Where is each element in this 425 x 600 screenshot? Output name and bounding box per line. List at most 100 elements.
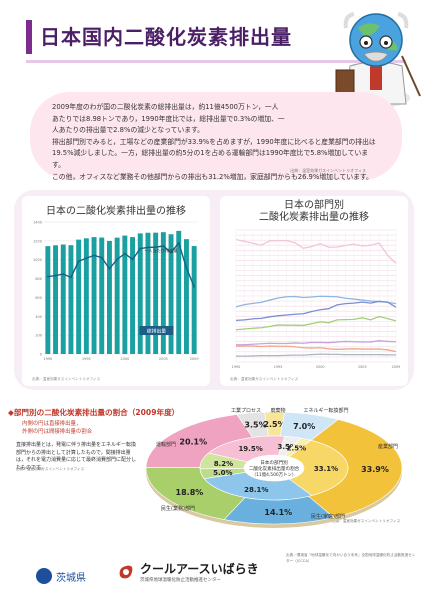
inner-slice-label: 28.1% — [244, 486, 268, 494]
pie-description: 直接排出量とは，発電に伴う排出量をエネルギー転換部門からの排出として計算したもの… — [16, 442, 137, 471]
intro-line-3: 人あたりの排出量で2.8%の減少となっています。 — [52, 126, 204, 135]
bar — [153, 232, 159, 354]
per-capita-point — [123, 252, 126, 255]
per-capita-point — [77, 260, 80, 263]
bar — [122, 235, 128, 354]
sector-line — [235, 239, 397, 264]
bar — [145, 232, 151, 354]
charts-panel: 日本の二酸化炭素排出量の推移 0 200 400 600 800 1000 1200 1400… — [14, 190, 414, 390]
sector-line — [235, 295, 397, 308]
y-tick-label: 600 — [35, 296, 42, 300]
y-tick-label: 200 — [35, 334, 42, 338]
per-capita-line — [47, 241, 195, 287]
inner-slice-label: 19.5% — [238, 445, 262, 453]
bar-label: 総排出量 — [147, 327, 166, 334]
inner-slice — [288, 439, 349, 496]
pie-source-2: 出典：温室効果ガスインベントリオフィス — [332, 519, 401, 523]
outer-slice-label: 20.1% — [179, 438, 207, 447]
per-capita-point — [177, 241, 180, 244]
title-banner: 日本国内二酸化炭素排出量 — [26, 20, 326, 54]
intro-source: 出典：温室効果ガスインベントリオフィス — [290, 168, 366, 173]
pie-center — [244, 455, 304, 481]
per-capita-point — [154, 246, 157, 249]
title-underline — [26, 60, 406, 63]
x-tick-label: 2000 — [316, 365, 325, 369]
per-capita-label: 一人当たり排出量 — [144, 247, 178, 254]
per-capita-point — [46, 275, 49, 278]
per-capita-point — [93, 254, 95, 257]
sector-emission-chart-title: 日本の部門別 二酸化炭素排出量の推移 — [220, 200, 408, 224]
sector-chart-title-line1: 日本の部門別 — [284, 200, 344, 211]
outer-slice-label: 14.1% — [264, 508, 292, 517]
outer-category-name: 工業プロセス — [231, 407, 261, 414]
x-tick-label: 2009 — [392, 365, 401, 369]
bar — [99, 237, 105, 354]
outer-category-name: 廃棄物 — [270, 407, 285, 414]
per-capita-point — [85, 257, 88, 260]
outer-category-name: 民生(業務)部門 — [161, 505, 195, 512]
bar — [114, 237, 120, 354]
per-capita-point — [62, 273, 65, 276]
sector-emission-chart-source: 出典：温室効果ガスインベントリオフィス — [230, 377, 299, 381]
ibaraki-label: 茨城県 — [56, 572, 86, 584]
outer-slice-label: 33.9% — [361, 465, 389, 474]
y-tick-label: 1200 — [33, 239, 42, 243]
cool-earth-logo: クールアースいばらき 茨城県地球温暖化防止活動推進センター — [116, 560, 259, 583]
inner-slice-label: 33.1% — [314, 465, 338, 473]
x-tick-label: 2000 — [120, 357, 129, 361]
bar — [60, 244, 66, 354]
per-capita-point — [162, 245, 165, 247]
intro-line-6: この他，オフィスなど業務その他部門からの排出も31.2%増加，家庭部門からも26… — [52, 172, 373, 181]
pie-center-label-1: 日本の部門別 — [260, 459, 288, 466]
intro-line-2: あたりでは8.98トンであり，1990年度比では，総排出量で0.3%の増加、一 — [52, 114, 285, 123]
outer-category-name: 民生(家庭)部門 — [311, 513, 345, 520]
bar — [191, 246, 197, 354]
ibaraki-logo: 茨城県 — [36, 568, 86, 584]
x-tick-label: 2005 — [358, 365, 367, 369]
bar — [91, 237, 97, 354]
outer-category-name: 産業部門 — [378, 443, 398, 450]
sector-emission-chart-card: 日本の部門別 二酸化炭素排出量の推移 1990 1995 2000 2005 2009 … — [220, 196, 408, 386]
inner-slice-label: 8.2% — [214, 460, 233, 468]
pie-section-heading: ◆部門別の二酸化炭素排出量の割合（2009年度） — [8, 408, 180, 417]
y-tick-label: 0 — [40, 353, 42, 357]
bar — [68, 245, 74, 354]
y-tick-label: 400 — [35, 315, 42, 319]
x-tick-label: 2009 — [190, 357, 199, 361]
bar — [160, 232, 166, 354]
y-tick-label: 1000 — [33, 258, 42, 262]
page-title: 日本国内二酸化炭素排出量 — [40, 25, 292, 49]
footer-source: 出典／環境省『地球温暖化で向かい合う未来』全国地球温暖化防止活動推進センター（J… — [286, 553, 416, 563]
sector-share-pie-chart: 33.9%14.1%18.8%20.1%3.5%2.5% 7.0%33.1%28.… — [145, 407, 403, 528]
sector-line — [235, 300, 397, 322]
per-capita-point — [108, 267, 111, 270]
outer-slice-label: 7.0% — [293, 422, 315, 431]
bar — [53, 245, 59, 354]
sector-line — [235, 315, 397, 331]
per-capita-point — [100, 256, 103, 259]
outer-slice-label: 3.5% — [244, 421, 266, 430]
bar — [45, 246, 51, 354]
bar — [183, 239, 189, 354]
inner-slice-label: 3.5% — [277, 443, 296, 451]
per-capita-point — [139, 247, 142, 250]
outer-slice-label: 18.8% — [176, 488, 204, 497]
x-tick-label: 1990 — [232, 365, 241, 369]
pie-section-subtitle: 内側の円は直接排出量， 外側の円は間接排出量の割合 — [22, 420, 92, 436]
sector-line — [236, 353, 396, 357]
bar — [76, 239, 82, 354]
intro-line-1: 2009年度のわが国の二酸化炭素の総排出量は，約11億4500万トン，一人 — [52, 103, 279, 111]
pie-sub-line1: 内側の円は直接排出量， — [22, 421, 82, 427]
per-capita-point — [131, 258, 134, 261]
bar — [106, 240, 112, 354]
pie-sub-line2: 外側の円は間接排出量の割合 — [22, 429, 93, 435]
bar-label-box — [139, 326, 174, 335]
per-capita-point — [170, 251, 172, 254]
bar — [130, 237, 136, 354]
bar — [83, 238, 89, 354]
bar — [137, 233, 143, 354]
cool-earth-logo-icon — [119, 565, 133, 578]
y-tick-label: 1400 — [33, 221, 42, 225]
per-capita-point — [185, 267, 188, 269]
